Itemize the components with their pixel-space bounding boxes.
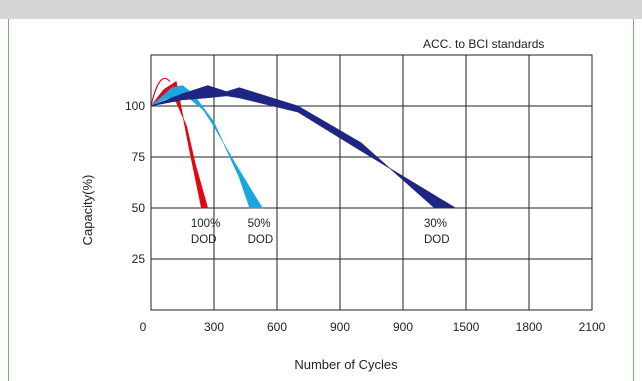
y-tick-labels: 25 50 75 100 (125, 99, 145, 266)
series-label-1: 100% (191, 218, 220, 230)
series-label-3: DOD (424, 234, 450, 246)
series-band-3 (150, 85, 457, 209)
x-tick-label: 900 (393, 320, 413, 334)
y-tick-label: 75 (132, 150, 146, 164)
chart-frame (8, 19, 634, 381)
x-tick-labels: 0 300 600 900 900 1500 1800 2100 (140, 320, 606, 334)
series-label-2: DOD (248, 234, 274, 246)
series-label-1: DOD (191, 234, 217, 246)
x-tick-label: 1800 (516, 320, 543, 334)
chart-annotation: ACC. to BCI standards (423, 37, 544, 51)
x-tick-label: 1500 (453, 320, 480, 334)
series-1-peak-arc (150, 77, 171, 107)
series-areas (150, 77, 457, 209)
y-tick-label: 25 (132, 252, 146, 266)
y-axis-label: Capacity(%) (80, 175, 95, 246)
x-tick-label: 900 (330, 320, 350, 334)
series-band-2 (150, 85, 263, 209)
series-labels: 100% DOD 50% DOD 30% DOD (191, 218, 450, 246)
y-tick-label: 50 (132, 201, 146, 215)
x-tick-label: 300 (204, 320, 224, 334)
series-label-2: 50% (248, 218, 271, 230)
x-tick-label: 0 (140, 320, 147, 334)
plot-border (150, 54, 593, 311)
header-bar (0, 0, 642, 19)
x-tick-label: 600 (267, 320, 287, 334)
x-tick-label: 2100 (579, 320, 606, 334)
x-axis-label: Number of Cycles (294, 357, 398, 372)
series-label-3: 30% (424, 218, 447, 230)
y-tick-label: 100 (125, 99, 145, 113)
